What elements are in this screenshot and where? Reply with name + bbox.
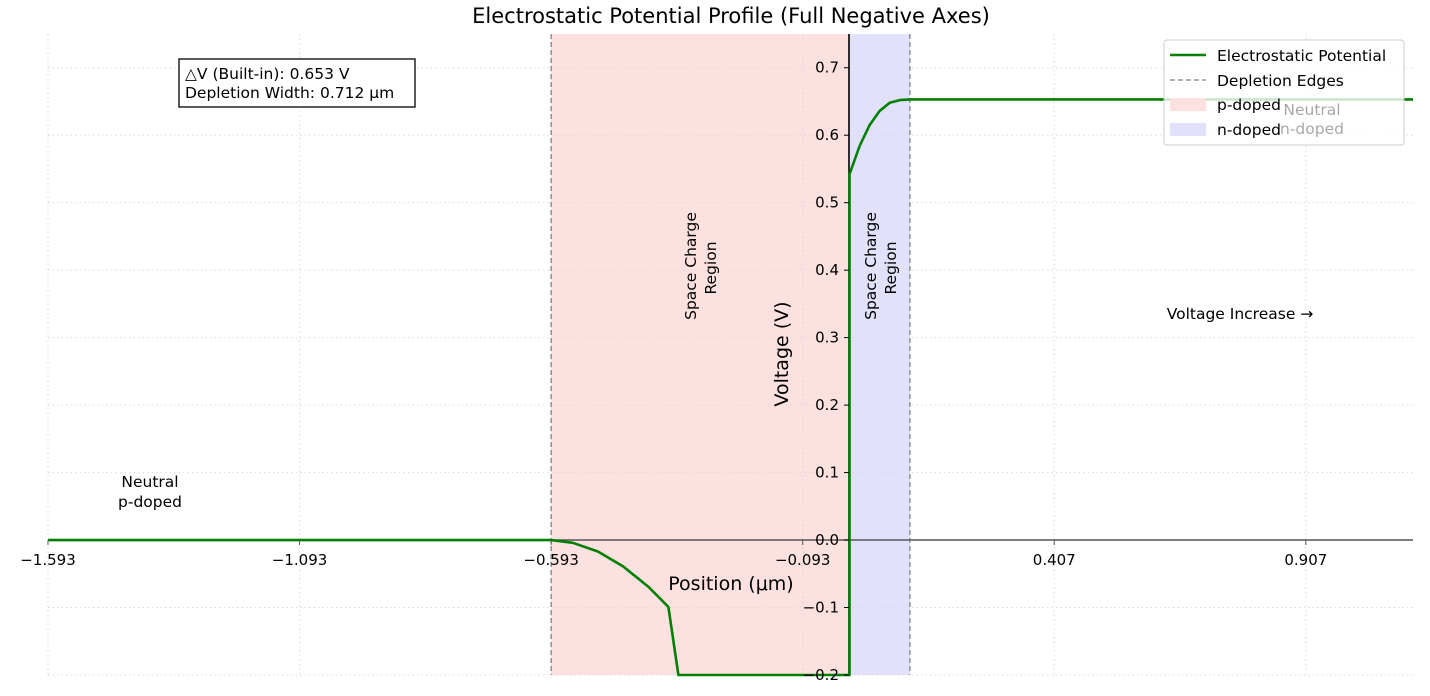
space-charge-n-label: Space Charge [862,212,880,320]
region-shading [551,34,910,675]
y-tick-label: 0.3 [815,329,839,347]
legend-label-p-doped: p-doped [1217,96,1281,114]
x-tick-label: −1.593 [20,551,76,569]
chart-title: Electrostatic Potential Profile (Full Ne… [472,4,990,28]
y-tick-label: 0.2 [815,396,839,414]
x-tick-labels: −1.593 −1.093 −0.593 −0.093 0.407 0.907 [20,540,1327,569]
region-n-doped [849,34,910,675]
y-tick-label: 0.6 [815,126,839,144]
legend-swatch-p-doped [1170,98,1206,111]
y-tick-label: −0.1 [803,599,839,617]
x-tick-label: 0.407 [1033,551,1076,569]
y-tick-label: 0.1 [815,464,839,482]
space-charge-p-label-line2: Region [702,241,720,294]
legend-label-potential: Electrostatic Potential [1217,47,1386,65]
y-tick-label: 0.5 [815,194,839,212]
x-tick-label: −0.093 [775,551,831,569]
info-box-line-builtin: △V (Built-in): 0.653 V [185,65,350,83]
series-layer [48,98,1413,677]
info-box: △V (Built-in): 0.653 V Depletion Width: … [178,58,416,108]
info-box-line-width: Depletion Width: 0.712 μm [185,84,394,102]
y-axis-label: Voltage (V) [771,301,793,406]
neutral-n-label-line2: n-doped [1280,120,1344,138]
y-tick-label: 0.4 [815,261,839,279]
space-charge-n-label-line2: Region [882,241,900,294]
legend-swatch-n-doped [1170,123,1206,136]
neutral-p-label-line2: p-doped [118,493,182,511]
x-tick-label: 0.907 [1284,551,1327,569]
x-axis-label: Position (μm) [668,573,793,595]
legend: Electrostatic Potential Depletion Edges … [1163,39,1405,146]
legend-label-edges: Depletion Edges [1217,72,1344,90]
neutral-n-label: Neutral [1283,101,1340,119]
neutral-p-label: Neutral [121,473,178,491]
voltage-increase-label: Voltage Increase → [1167,305,1314,323]
legend-frame [1163,39,1405,146]
y-tick-label: 0.0 [815,531,839,549]
y-tick-label: −0.2 [803,666,839,684]
space-charge-p-label: Space Charge [682,212,700,320]
y-tick-labels: −0.2 −0.1 0.0 0.1 0.2 0.3 0.4 0.5 0.6 0.7 [803,59,849,684]
y-tick-label: 0.7 [815,59,839,77]
x-tick-label: −1.093 [272,551,328,569]
legend-label-n-doped: n-doped [1217,121,1281,139]
x-tick-label: −0.593 [523,551,579,569]
region-p-doped [551,34,850,675]
depletion-edges [550,34,911,675]
series-potential-line [48,98,1413,677]
